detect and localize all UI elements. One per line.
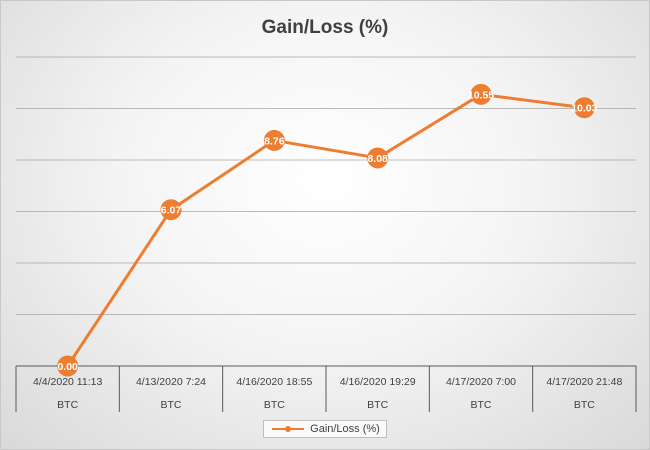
data-point xyxy=(160,199,182,221)
x-tick-label: 4/17/2020 21:48 xyxy=(546,376,622,388)
data-point xyxy=(470,83,492,105)
x-tick-label: 4/16/2020 19:29 xyxy=(340,376,416,388)
legend: Gain/Loss (%) xyxy=(1,420,649,438)
data-point xyxy=(263,129,285,151)
data-label: 0.00 xyxy=(57,361,78,373)
data-label: 10.03 xyxy=(571,103,597,115)
x-tick-label: 4/17/2020 7:00 xyxy=(446,376,516,388)
legend-entry: Gain/Loss (%) xyxy=(263,420,387,438)
data-label: 8.08 xyxy=(367,153,388,165)
series-line xyxy=(66,92,585,367)
x-group-label: BTC xyxy=(574,399,595,411)
x-group-label: BTC xyxy=(264,399,285,411)
x-group-label: BTC xyxy=(367,399,388,411)
data-point xyxy=(573,97,595,119)
data-label: 10.55 xyxy=(468,89,494,101)
data-label: 6.07 xyxy=(161,205,182,217)
x-tick-label: 4/4/2020 11:13 xyxy=(33,376,102,388)
x-group-label: BTC xyxy=(471,399,492,411)
data-point xyxy=(57,355,79,377)
x-tick-label: 4/16/2020 18:55 xyxy=(236,376,312,388)
chart-title: Gain/Loss (%) xyxy=(261,17,389,38)
legend-line-marker xyxy=(272,426,305,432)
x-group-label: BTC xyxy=(57,399,78,411)
data-label: 8.76 xyxy=(264,135,285,147)
x-group-label: BTC xyxy=(161,399,182,411)
legend-label: Gain/Loss (%) xyxy=(310,423,380,435)
x-tick-label: 4/13/2020 7:24 xyxy=(136,376,206,388)
data-point xyxy=(367,147,389,169)
